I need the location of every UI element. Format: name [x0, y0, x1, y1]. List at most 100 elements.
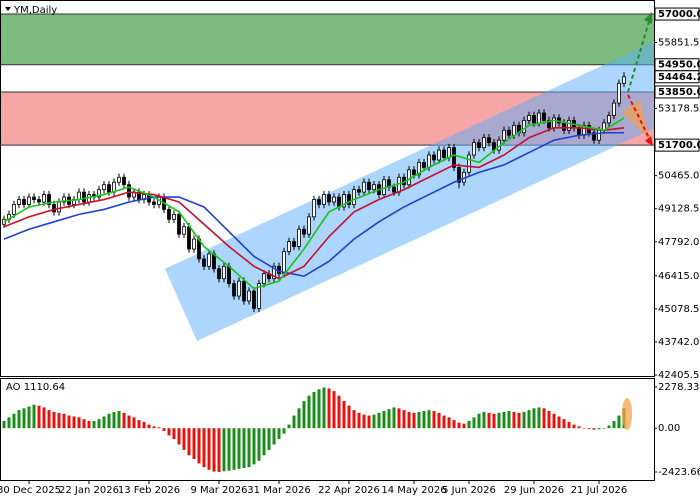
candle-body	[617, 82, 621, 104]
ao-bar	[472, 417, 476, 429]
candle-body	[272, 265, 276, 280]
ao-bar	[457, 422, 461, 429]
ao-bar	[62, 413, 66, 429]
ao-bar	[347, 405, 351, 429]
candle-body	[252, 290, 256, 309]
zone-label: 51700.0	[658, 140, 700, 151]
ao-bar	[377, 412, 381, 429]
ao-bar	[207, 428, 211, 470]
candle-body	[512, 124, 516, 136]
ao-bar	[182, 428, 186, 450]
candle-body	[242, 280, 246, 302]
y-tick-label: 50465.0	[658, 171, 699, 182]
candle-body	[12, 204, 16, 215]
candle-body	[607, 115, 611, 124]
ao-y-tick-label: 0.00	[658, 423, 680, 434]
ao-bar	[552, 413, 556, 429]
ao-bar	[562, 419, 566, 429]
x-tick-label: 22 Jan 2026	[59, 485, 119, 496]
x-tick-label: 14 May 2026	[381, 485, 446, 496]
ao-bar	[282, 428, 286, 434]
candle-body	[417, 162, 421, 176]
label-box	[654, 138, 700, 152]
ao-bar	[412, 412, 416, 429]
x-tick-label: 5 Jun 2026	[442, 485, 496, 496]
candle-body	[182, 226, 186, 235]
ao-bar	[292, 415, 296, 429]
ao-bar	[482, 411, 486, 429]
candle-body	[347, 194, 351, 205]
ao-bar	[77, 417, 81, 429]
ao-bar	[327, 388, 331, 429]
candle-body	[592, 132, 596, 141]
candle-body	[232, 283, 236, 297]
ao-bar	[112, 411, 116, 429]
candle-body	[317, 199, 321, 205]
x-tick-label: 21 Jul 2026	[571, 485, 628, 496]
ao-bar	[247, 428, 251, 468]
ao-bar	[502, 411, 506, 429]
ao-bar	[512, 411, 516, 429]
ao-bar	[577, 426, 581, 429]
candle-body	[312, 199, 316, 218]
ao-label: AO 1110.64	[6, 382, 65, 393]
ao-bar	[152, 426, 156, 429]
x-tick-label: 30 Dec 2025	[0, 485, 61, 496]
ao-bar	[617, 415, 621, 429]
y-tick-label: 53178.5	[658, 104, 699, 115]
zones	[0, 13, 654, 146]
candle-body	[42, 194, 46, 203]
main-panel-border	[0, 0, 655, 377]
ao-bar	[27, 406, 31, 429]
ao-bar	[242, 428, 246, 468]
ao-bar	[92, 420, 96, 429]
ao-bar	[297, 408, 301, 429]
ao-bar	[342, 401, 346, 429]
zone-label: 54950.0	[658, 60, 700, 71]
ao-bar	[227, 428, 231, 471]
ao-value: 1110.64	[24, 382, 65, 393]
candle-body	[547, 119, 551, 129]
candle-body	[422, 162, 426, 168]
candle-body	[432, 154, 436, 161]
y-tick-label: 42405.5	[658, 370, 699, 381]
candle-body	[107, 184, 111, 193]
label-box	[654, 7, 700, 21]
ao-bar	[47, 410, 51, 429]
arrow-head	[645, 136, 653, 146]
annotations	[622, 12, 653, 430]
forecast-down-arrow	[627, 94, 651, 141]
candle-body	[367, 181, 371, 191]
ao-bar	[582, 428, 586, 429]
last-price-label: 54464.2	[658, 72, 700, 83]
candle-body	[97, 189, 101, 198]
candle-body	[487, 137, 491, 144]
ao-bar	[187, 428, 191, 456]
trend-channel	[165, 41, 654, 342]
ao-bar	[307, 395, 311, 429]
candle-body	[527, 115, 531, 121]
candle-body	[412, 169, 416, 176]
ao-bar	[52, 411, 56, 429]
candle-body	[452, 147, 456, 168]
ao-bar	[477, 413, 481, 429]
candle-body	[117, 176, 121, 183]
ao-bar	[382, 411, 386, 429]
ao-bar	[402, 410, 406, 429]
candle-body	[562, 122, 566, 131]
ao-bar	[587, 428, 591, 430]
x-tick-label: 13 Feb 2026	[118, 485, 180, 496]
candle-body	[192, 238, 196, 250]
ao-panel-border	[0, 378, 655, 481]
y-tick-label: 55851.5	[658, 37, 699, 48]
candle-body	[37, 199, 41, 203]
candle-body	[262, 273, 266, 285]
ao-bar	[392, 407, 396, 429]
candle-body	[127, 184, 131, 198]
candle-body	[542, 112, 546, 121]
candle-body	[507, 129, 511, 136]
ao-bar	[397, 408, 401, 429]
ao-bar	[237, 428, 241, 469]
menu-icon[interactable]	[5, 7, 11, 11]
